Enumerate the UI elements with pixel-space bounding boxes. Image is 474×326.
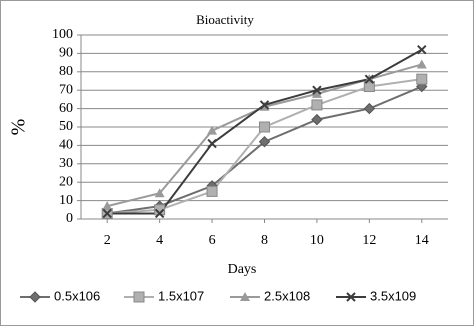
marker [154, 188, 165, 198]
legend-marker [133, 291, 145, 303]
x-tick-label: 8 [261, 233, 268, 248]
marker [258, 136, 271, 148]
y-tick-label: 40 [59, 138, 73, 153]
marker [311, 113, 323, 126]
x-tick-label: 6 [209, 233, 216, 248]
legend-label: 0.5x106 [54, 288, 100, 303]
marker [364, 74, 375, 84]
y-tick-label: 20 [59, 174, 73, 189]
y-axis-label: % [8, 119, 30, 136]
y-tick-label: 30 [59, 156, 73, 171]
x-axis-label: Days [228, 262, 257, 277]
y-tick-label: 80 [59, 64, 73, 79]
legend-marker [29, 291, 41, 303]
y-tick-label: 90 [59, 46, 73, 61]
marker [207, 138, 217, 149]
marker [311, 99, 323, 111]
legend-label: 2.5x108 [264, 288, 310, 303]
chart-title: Bioactivity [196, 12, 254, 27]
marker [417, 45, 427, 55]
x-tick-label: 2 [104, 233, 111, 248]
y-tick-label: 50 [59, 119, 73, 134]
marker [416, 59, 427, 69]
marker [311, 88, 322, 98]
marker [259, 121, 270, 133]
marker [416, 73, 428, 85]
marker [102, 201, 113, 211]
y-tick-label: 70 [59, 82, 73, 97]
marker [363, 102, 376, 115]
x-tick-label: 14 [415, 233, 429, 248]
legend-marker [346, 292, 356, 302]
marker [207, 125, 218, 135]
marker [154, 208, 165, 219]
x-tick-label: 4 [156, 233, 163, 248]
marker [102, 208, 112, 219]
y-tick-label: 100 [52, 27, 73, 42]
legend-label: 1.5x107 [158, 288, 204, 303]
y-tick-label: 0 [66, 211, 73, 226]
marker [206, 185, 218, 197]
legend-marker [240, 292, 250, 301]
legend-label: 3.5x109 [370, 288, 416, 303]
marker [259, 100, 270, 110]
x-tick-label: 10 [310, 233, 324, 248]
y-tick-label: 10 [59, 193, 73, 208]
marker [312, 85, 322, 95]
x-tick-label: 12 [362, 233, 376, 248]
y-tick-label: 60 [59, 101, 73, 116]
